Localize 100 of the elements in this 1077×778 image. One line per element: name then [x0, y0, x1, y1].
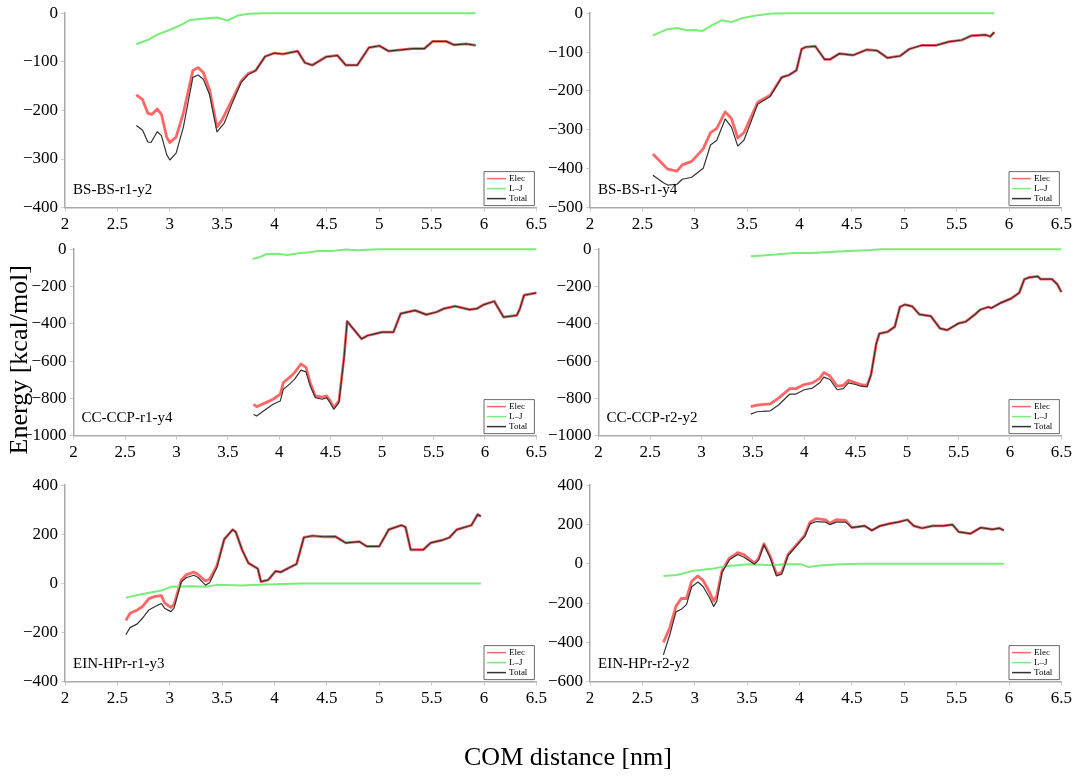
annotation: CC-CCP-r1-y4 [81, 409, 173, 426]
x-tick-label: 4.5 [841, 688, 863, 708]
x-tick-label: 4 [795, 688, 805, 708]
y-tick-label: 200 [32, 523, 59, 543]
x-tick-label: 6.5 [525, 688, 547, 708]
legend-label: Elec [1034, 646, 1051, 657]
x-tick-label: 6 [479, 688, 489, 708]
x-tick-label: 5 [375, 214, 384, 234]
x-tick-label: 3 [165, 214, 175, 234]
x-tick-label: 3.5 [742, 442, 764, 462]
x-tick-label: 4 [795, 214, 805, 234]
legend-label: Elec [509, 400, 526, 411]
y-tick-label: −200 [547, 80, 584, 100]
x-tick-label: 2 [60, 214, 70, 234]
y-tick-label: −200 [31, 275, 67, 295]
x-tick-label: 5 [900, 214, 909, 234]
x-tick-label: 3 [172, 442, 181, 462]
legend-label: Total [509, 666, 528, 677]
x-tick-label: 4 [800, 442, 810, 462]
y-tick-label: −100 [22, 51, 59, 71]
x-tick-label: 5 [902, 442, 912, 462]
legend-label: L–J [509, 656, 524, 667]
y-tick-label: −1000 [547, 425, 592, 445]
y-tick-label: −200 [22, 621, 59, 641]
y-tick-label: −200 [22, 99, 59, 119]
y-tick-label: −600 [547, 671, 584, 691]
x-tick-label: 4 [275, 442, 285, 462]
y-tick-label: −500 [547, 197, 584, 217]
x-tick-label: 3.5 [211, 688, 233, 708]
legend-label: Total [509, 192, 528, 203]
legend-label: Elec [509, 646, 526, 657]
annotation: CC-CCP-r2-y2 [606, 409, 698, 426]
x-tick-label: 5.5 [421, 214, 443, 234]
y-tick-label: −400 [22, 197, 59, 217]
x-tick-label: 5.5 [422, 442, 445, 462]
x-tick-label: 6.5 [1050, 442, 1072, 462]
x-tick-label: 5.5 [946, 688, 968, 708]
legend-label: L–J [1034, 182, 1049, 193]
y-tick-label: −400 [547, 158, 584, 178]
x-tick-label: 4.5 [841, 214, 863, 234]
x-tick-label: 6 [1004, 214, 1014, 234]
legend-label: Total [509, 420, 528, 431]
x-tick-label: 2.5 [114, 442, 136, 462]
x-tick-label: 6 [479, 214, 489, 234]
x-tick-label: 5.5 [421, 688, 443, 708]
y-tick-label: −600 [31, 350, 67, 370]
x-tick-label: 2.5 [639, 442, 661, 462]
x-tick-label: 6.5 [525, 214, 547, 234]
legend-label: Total [1034, 420, 1053, 431]
x-tick-label: 3 [690, 688, 700, 708]
x-tick-label: 2 [585, 214, 595, 234]
x-tick-label: 3.5 [736, 688, 758, 708]
x-tick-label: 4.5 [320, 442, 342, 462]
x-tick-label: 5 [375, 688, 384, 708]
y-tick-label: −200 [556, 275, 592, 295]
x-axis-title: COM distance [nm] [464, 742, 672, 772]
x-tick-label: 3.5 [211, 214, 233, 234]
x-tick-label: 6 [480, 442, 490, 462]
legend-label: L–J [509, 182, 524, 193]
y-tick-label: 0 [583, 238, 592, 258]
y-tick-label: 0 [574, 2, 584, 22]
y-tick-label: −400 [22, 671, 59, 691]
x-tick-label: 6.5 [1050, 214, 1072, 234]
y-tick-label: −300 [22, 148, 59, 168]
legend-label: L–J [1034, 410, 1049, 421]
legend-label: Total [1034, 192, 1053, 203]
y-tick-label: −800 [31, 387, 67, 407]
annotation: BS-BS-r1-y2 [73, 181, 153, 198]
x-tick-label: 2.5 [106, 214, 129, 234]
x-tick-label: 5.5 [947, 442, 970, 462]
y-tick-label: 400 [32, 474, 59, 494]
y-tick-label: −200 [547, 592, 584, 612]
legend-label: Elec [1034, 400, 1051, 411]
y-tick-label: 400 [557, 474, 584, 494]
legend-label: Elec [1034, 172, 1051, 183]
x-tick-label: 3 [697, 442, 706, 462]
y-tick-label: 200 [557, 513, 584, 533]
legend-label: Elec [509, 172, 526, 183]
y-tick-label: −400 [31, 313, 67, 333]
x-tick-label: 6 [1004, 688, 1014, 708]
legend-label: L–J [1034, 656, 1049, 667]
x-tick-label: 5 [900, 688, 909, 708]
x-tick-label: 6 [1005, 442, 1015, 462]
annotation: EIN-HPr-r1-y3 [73, 655, 165, 672]
x-tick-label: 4 [270, 214, 280, 234]
y-tick-label: −400 [547, 631, 584, 651]
legend-label: L–J [509, 410, 524, 421]
annotation: BS-BS-r1-y4 [598, 181, 678, 198]
y-tick-label: −600 [556, 350, 592, 370]
x-tick-label: 3 [690, 214, 700, 234]
y-tick-label: 0 [49, 2, 59, 22]
x-tick-label: 4.5 [316, 688, 338, 708]
x-tick-label: 3.5 [736, 214, 758, 234]
legend-label: Total [1034, 666, 1053, 677]
y-tick-label: 0 [58, 238, 67, 258]
x-tick-label: 2 [69, 442, 78, 462]
x-tick-label: 6.5 [525, 442, 547, 462]
x-tick-label: 3.5 [217, 442, 239, 462]
x-tick-label: 2.5 [631, 214, 654, 234]
x-tick-label: 5 [377, 442, 387, 462]
